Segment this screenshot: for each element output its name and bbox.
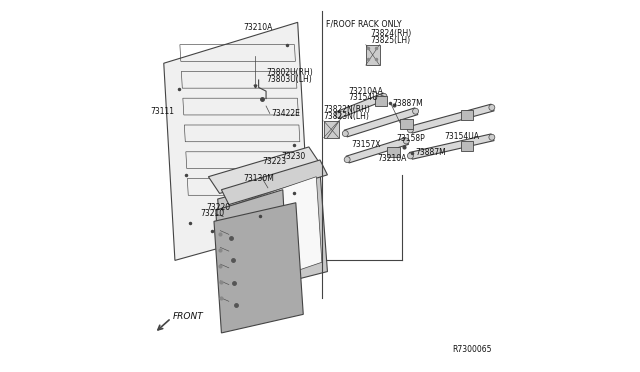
Circle shape: [489, 134, 495, 140]
Polygon shape: [214, 203, 303, 333]
Polygon shape: [216, 190, 289, 314]
Text: F/ROOF RACK ONLY: F/ROOF RACK ONLY: [326, 20, 401, 29]
Polygon shape: [387, 147, 400, 157]
Text: 73220: 73220: [207, 203, 230, 212]
Text: 73823N(LH): 73823N(LH): [324, 112, 369, 121]
Polygon shape: [324, 121, 339, 138]
Text: 73223: 73223: [262, 157, 287, 166]
Text: 73210: 73210: [200, 209, 224, 218]
Text: 73824(RH): 73824(RH): [370, 29, 412, 38]
Circle shape: [408, 127, 413, 133]
Text: R7300065: R7300065: [452, 345, 492, 354]
Polygon shape: [221, 160, 328, 205]
Circle shape: [381, 93, 387, 99]
Polygon shape: [461, 141, 472, 151]
Polygon shape: [218, 171, 328, 298]
Text: 73154U: 73154U: [348, 93, 378, 102]
Polygon shape: [164, 22, 309, 260]
Polygon shape: [337, 93, 386, 118]
Text: 73130M: 73130M: [244, 174, 275, 183]
Polygon shape: [410, 134, 494, 159]
Text: 73158P: 73158P: [396, 134, 425, 143]
Text: 73887M: 73887M: [392, 99, 423, 108]
Polygon shape: [346, 138, 408, 163]
Text: 73822N(RH): 73822N(RH): [324, 105, 371, 114]
Polygon shape: [410, 104, 494, 133]
Circle shape: [342, 131, 348, 137]
Text: FRONT: FRONT: [173, 312, 204, 321]
Circle shape: [413, 108, 419, 114]
Polygon shape: [365, 45, 380, 65]
Text: 73887M: 73887M: [415, 148, 445, 157]
Circle shape: [344, 157, 350, 163]
Polygon shape: [229, 177, 322, 292]
Text: 73210A: 73210A: [378, 154, 407, 163]
Text: 73154UA: 73154UA: [445, 132, 479, 141]
Text: 73210AA: 73210AA: [348, 87, 383, 96]
Circle shape: [403, 138, 410, 144]
Text: 73230: 73230: [281, 152, 305, 161]
Text: 73802U(RH): 73802U(RH): [266, 68, 313, 77]
Text: 73825(LH): 73825(LH): [370, 36, 410, 45]
Polygon shape: [209, 147, 320, 193]
Circle shape: [489, 105, 495, 110]
Polygon shape: [461, 110, 472, 120]
Text: 73111: 73111: [151, 107, 175, 116]
Text: 73422E: 73422E: [271, 109, 301, 118]
Polygon shape: [375, 96, 387, 106]
Circle shape: [408, 153, 413, 159]
Polygon shape: [344, 108, 418, 137]
Polygon shape: [400, 119, 413, 129]
Text: 73157X: 73157X: [351, 140, 381, 149]
Text: 73803U(LH): 73803U(LH): [266, 75, 312, 84]
Circle shape: [335, 112, 341, 118]
Text: 73210A: 73210A: [244, 23, 273, 32]
